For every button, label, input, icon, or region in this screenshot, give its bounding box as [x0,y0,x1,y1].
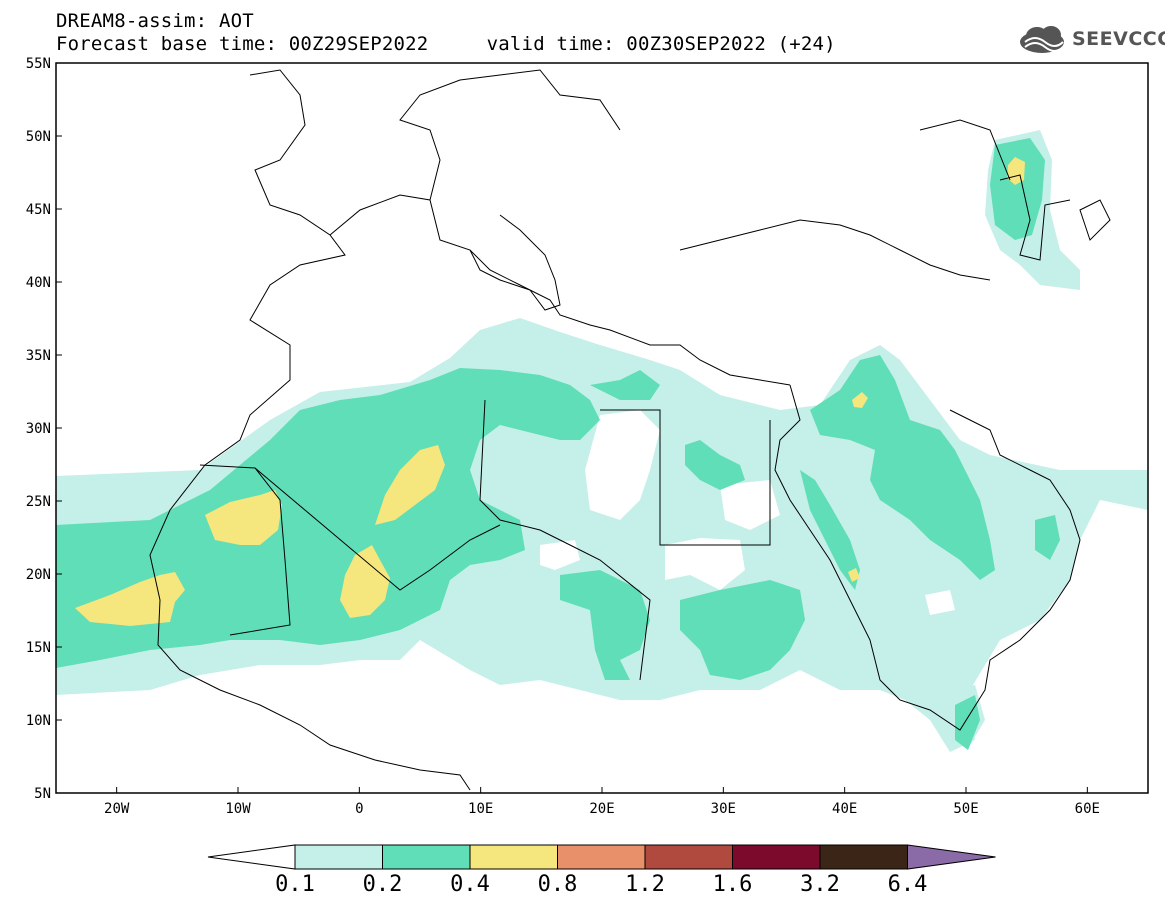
lat-label: 35N [26,348,51,364]
lat-label: 15N [26,640,51,656]
lon-label: 60E [1075,801,1100,817]
colorbar-swatch [382,844,471,870]
lat-label: 20N [26,567,51,583]
colorbar-label: 1.6 [712,872,753,897]
colorbar-swatch [732,844,821,870]
colorbar-swatch [819,844,908,870]
lat-label: 25N [26,494,51,510]
lon-label: 0 [355,801,363,817]
aot-field [56,130,1148,752]
colorbar-lower-extend [207,844,296,870]
lat-label: 5N [34,786,51,802]
lon-label: 10E [468,801,493,817]
lat-label: 30N [26,421,51,437]
colorbar-swatch [644,844,733,870]
map-title-times: Forecast base time: 00Z29SEP2022 valid t… [56,33,836,55]
colorbar-label: 0.2 [362,872,403,897]
colorbar-swatch [557,844,646,870]
logo-text: SEEVCCC [1072,28,1165,50]
latitude-axis: 5N 10N 15N 20N 25N 30N 35N 40N 45N 50N 55N [26,56,62,802]
colorbar-label: 0.4 [450,872,490,897]
lon-label: 10W [225,801,251,817]
cloud-logo-icon [1020,26,1064,53]
lon-label: 20W [104,801,130,817]
colorbar-label: 3.2 [800,872,840,897]
lat-label: 45N [26,202,51,218]
colorbar-swatch [294,844,383,870]
lon-label: 30E [711,801,736,817]
colorbar [207,844,996,870]
colorbar-label: 0.1 [275,872,315,897]
lon-label: 40E [832,801,857,817]
lat-label: 55N [26,56,51,72]
colorbar-upper-extend [907,844,996,870]
coastlines [149,69,1111,791]
colorbar-label: 0.8 [537,872,578,897]
lon-label: 50E [953,801,978,817]
colorbar-label: 1.2 [625,872,665,897]
colorbar-label: 6.4 [887,872,928,897]
lon-label: 20E [589,801,614,817]
map-title-model: DREAM8-assim: AOT [56,10,254,32]
lat-label: 10N [26,713,51,729]
colorbar-swatch [469,844,558,870]
lat-label: 40N [26,275,51,291]
longitude-axis: 20W 10W 0 10E 20E 30E 40E 50E 60E [104,787,1100,817]
lat-label: 50N [26,129,51,145]
